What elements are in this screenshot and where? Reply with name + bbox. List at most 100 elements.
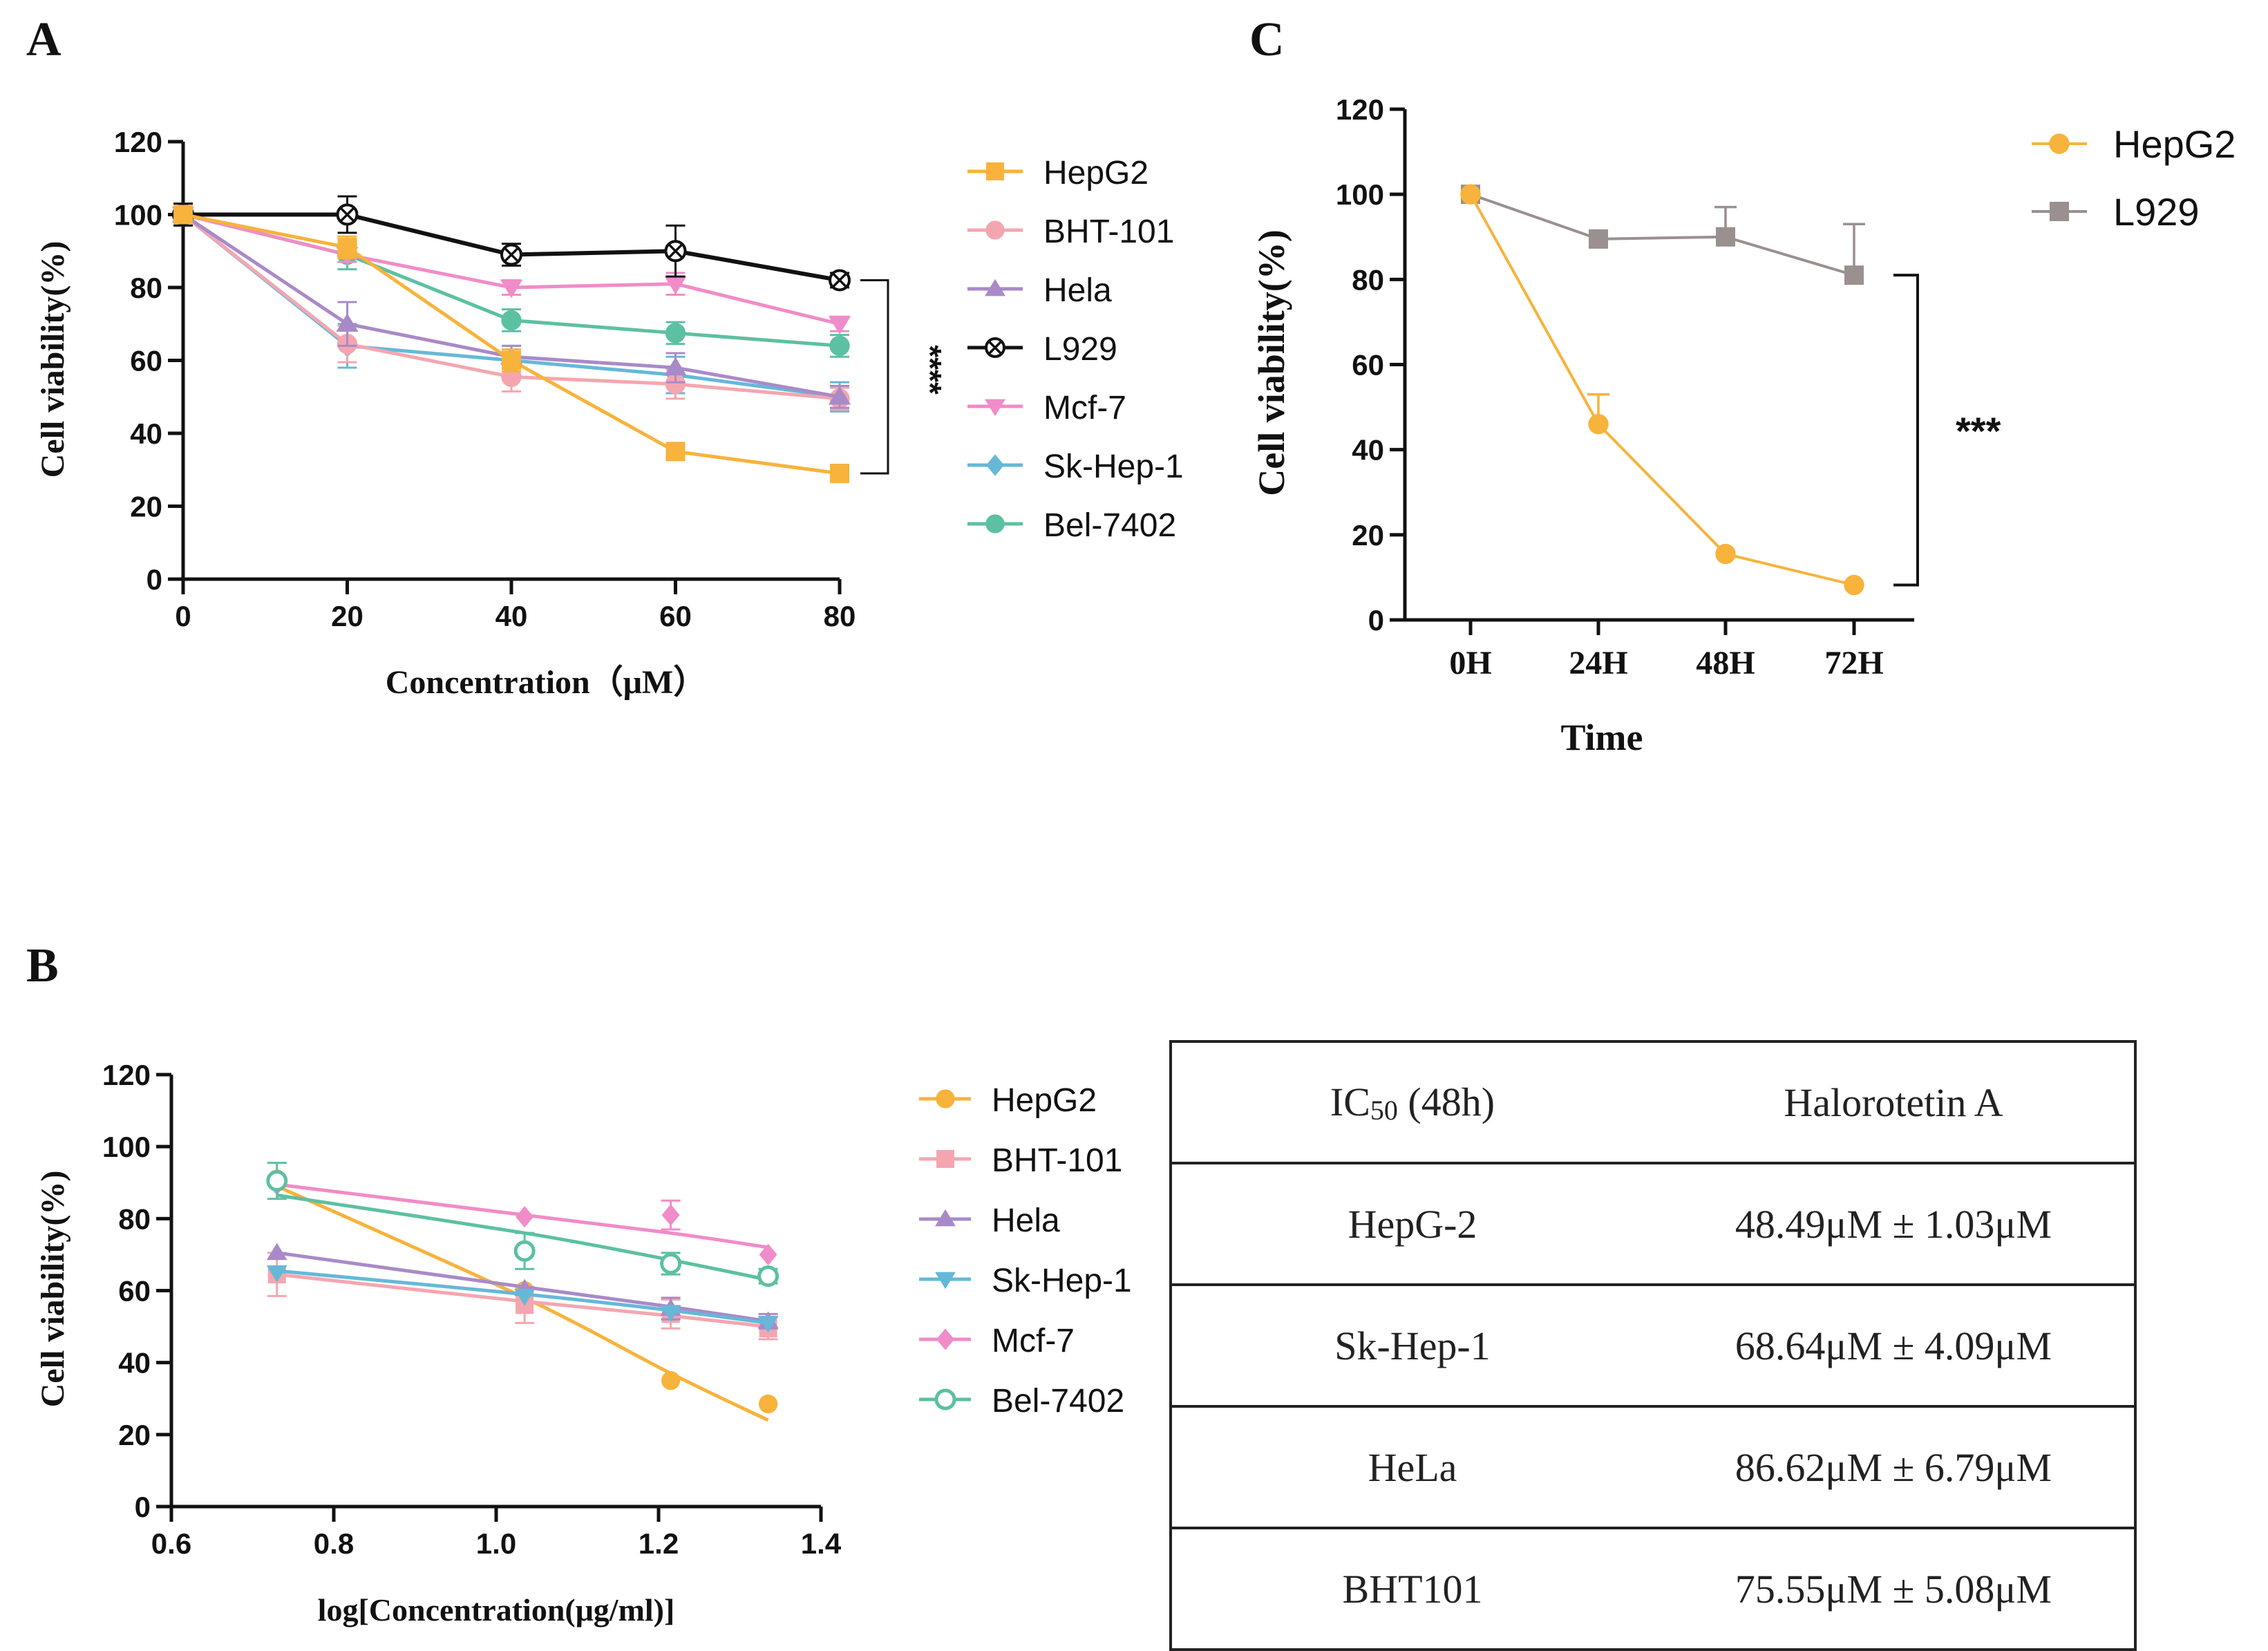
data-point bbox=[661, 1371, 681, 1390]
legend-marker bbox=[935, 1209, 956, 1227]
table-ic50-value: 68.64μM ± 4.09μM bbox=[1653, 1283, 2135, 1406]
legend-marker bbox=[936, 1328, 954, 1350]
x-tick-label: 80 bbox=[824, 600, 856, 632]
chart-panel-a: A 0 20 40 60 80 100 120 0 20 40 60 80 Concentration（μ… bbox=[26, 13, 1184, 701]
legend-marker bbox=[2049, 133, 2070, 154]
panel-label-c: C bbox=[1249, 13, 1285, 66]
data-point bbox=[665, 323, 686, 343]
data-point bbox=[665, 374, 686, 395]
data-point bbox=[1588, 414, 1609, 435]
data-point bbox=[266, 1170, 288, 1192]
data-point bbox=[664, 357, 687, 376]
table-cell-line: BHT101 bbox=[1171, 1527, 1653, 1650]
series-line bbox=[182, 213, 840, 326]
table-row: HeLa 86.62μM ± 6.79μM bbox=[1171, 1405, 2135, 1528]
data-point bbox=[516, 1206, 534, 1228]
significance-bracket bbox=[860, 279, 889, 475]
chart-panel-b: B 0 20 40 60 80 100 120 0.6 0.8 1.0 1.2 1.4 log[Conce… bbox=[26, 939, 1132, 1628]
table-header-compound: Halorotetin A bbox=[1784, 1079, 2003, 1125]
legend-marker bbox=[935, 1272, 956, 1290]
table-row: Sk-Hep-1 68.64μM ± 4.09μM bbox=[1171, 1283, 2135, 1406]
series-line bbox=[1470, 193, 1855, 277]
table-row: BHT101 75.55μM ± 5.08μM bbox=[1171, 1527, 2135, 1650]
data-point bbox=[337, 237, 357, 257]
y-tick-label: 80 bbox=[1352, 263, 1384, 296]
significance-stars: **** bbox=[912, 345, 948, 395]
data-point bbox=[757, 1265, 779, 1287]
x-tick-label: 72H bbox=[1824, 645, 1883, 681]
y-tick-label: 80 bbox=[118, 1202, 151, 1235]
y-tick-label: 60 bbox=[118, 1275, 151, 1308]
x-axis-label: Concentration（μM） bbox=[386, 664, 707, 701]
data-point-cross bbox=[339, 207, 355, 223]
panel-label-a: A bbox=[26, 13, 62, 66]
legend-label: Hela bbox=[1043, 272, 1112, 309]
data-point bbox=[500, 279, 523, 299]
fit-curve bbox=[276, 1185, 769, 1422]
legend-marker bbox=[2050, 202, 2069, 221]
fit-curve bbox=[276, 1194, 769, 1282]
data-point bbox=[1716, 227, 1735, 247]
data-point bbox=[664, 276, 687, 295]
legend-label: Mcf-7 bbox=[1043, 390, 1126, 426]
data-point bbox=[758, 1394, 778, 1414]
data-point bbox=[1844, 265, 1864, 285]
table-row: HepG-2 48.49μM ± 1.03μM bbox=[1171, 1162, 2135, 1285]
legend-marker bbox=[986, 162, 1004, 180]
data-point bbox=[829, 335, 850, 357]
fit-curve bbox=[276, 1182, 768, 1249]
x-tick-label: 48H bbox=[1696, 645, 1755, 681]
legend-label: Mcf-7 bbox=[992, 1323, 1075, 1359]
legend-label: Sk-Hep-1 bbox=[992, 1263, 1132, 1299]
table-header-row: IC50 (48h) Halorotetin A bbox=[1171, 1041, 2135, 1163]
y-tick-label: 40 bbox=[1352, 434, 1384, 466]
x-tick-label: 60 bbox=[659, 600, 692, 632]
data-point bbox=[828, 316, 851, 335]
legend-marker bbox=[985, 514, 1005, 534]
series-hepg2 bbox=[173, 205, 849, 484]
legend-label: HepG2 bbox=[1043, 155, 1149, 191]
legend-label: HepG2 bbox=[992, 1082, 1097, 1119]
legend-label: HepG2 bbox=[2113, 122, 2236, 166]
data-point bbox=[665, 442, 686, 462]
y-axis-label: Cell viability(%) bbox=[35, 1171, 71, 1408]
data-point bbox=[336, 313, 359, 332]
legend-label: Bel-7402 bbox=[992, 1383, 1124, 1419]
legend-a: HepG2 BHT-101 Hela L929 Mcf-7 Sk-Hep-1 Bel-740… bbox=[967, 155, 1184, 544]
fit-curve bbox=[276, 1272, 768, 1329]
panel-label-b: B bbox=[26, 939, 59, 992]
data-point bbox=[1589, 229, 1608, 249]
y-tick-label: 120 bbox=[114, 126, 162, 158]
x-tick-label: 1.2 bbox=[639, 1527, 679, 1560]
significance-bracket bbox=[1893, 274, 1919, 587]
legend-marker bbox=[934, 1388, 956, 1411]
series-bel-7402 bbox=[266, 1162, 779, 1287]
x-tick-label: 0H bbox=[1449, 645, 1491, 681]
data-point bbox=[173, 205, 193, 225]
y-tick-label: 60 bbox=[1352, 349, 1384, 381]
y-tick-label: 40 bbox=[118, 1347, 151, 1379]
y-tick-label: 0 bbox=[135, 1491, 151, 1523]
legend-b: HepG2 BHT-101 Hela Sk-Hep-1 Mcf-7 Bel-7402 bbox=[919, 1082, 1132, 1419]
legend-label: Sk-Hep-1 bbox=[1043, 449, 1184, 485]
chart-panel-c: C 0 20 40 60 80 100 120 0H 24H 48H 72H Time Cell viab… bbox=[1249, 13, 2236, 758]
data-point bbox=[828, 386, 851, 405]
data-point bbox=[1844, 574, 1864, 596]
data-point bbox=[1715, 543, 1736, 565]
legend-label: L929 bbox=[2113, 190, 2200, 234]
data-point-cross bbox=[668, 243, 683, 259]
legend-label: Bel-7402 bbox=[1043, 507, 1176, 544]
y-tick-label: 0 bbox=[1368, 604, 1384, 636]
significance-stars: *** bbox=[1956, 409, 2001, 453]
y-tick-label: 20 bbox=[118, 1419, 151, 1451]
y-tick-label: 80 bbox=[130, 272, 162, 304]
legend-marker-cross bbox=[987, 340, 1003, 355]
data-point bbox=[502, 350, 521, 370]
legend-label: BHT-101 bbox=[1043, 214, 1174, 250]
legend-c: HepG2 L929 bbox=[2032, 122, 2236, 234]
x-tick-label: 0 bbox=[175, 600, 191, 632]
y-tick-label: 60 bbox=[130, 345, 162, 377]
y-tick-label: 20 bbox=[130, 491, 162, 523]
y-tick-label: 0 bbox=[147, 563, 162, 596]
x-tick-label: 0.8 bbox=[314, 1527, 354, 1560]
